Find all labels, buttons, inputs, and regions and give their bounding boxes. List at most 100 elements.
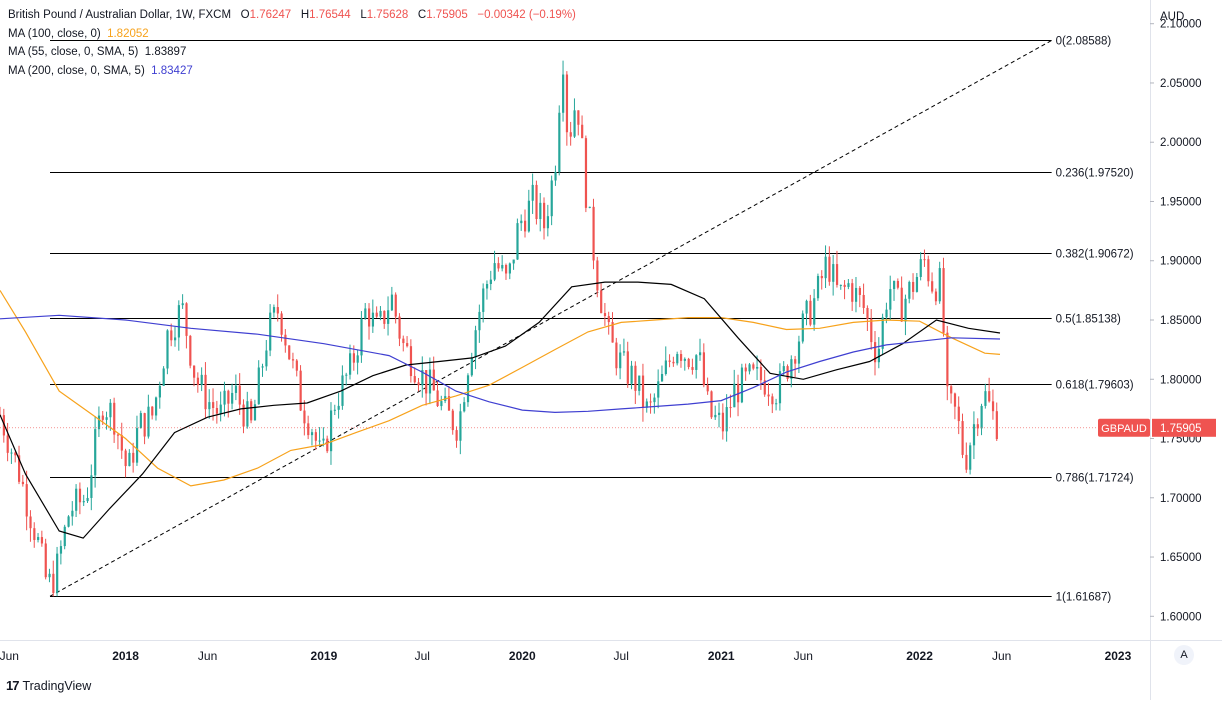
candle-body (375, 312, 378, 317)
y-axis-currency: AUD (1160, 11, 1184, 23)
fib-trend-line (49, 40, 1052, 597)
candle-body (272, 307, 276, 313)
candle-body (482, 288, 485, 312)
brand-name: TradingView (22, 678, 92, 693)
candle-body (904, 298, 907, 322)
candle-body (668, 360, 671, 362)
candle-body (653, 397, 656, 403)
candle-body (775, 403, 778, 405)
candle-body (805, 300, 808, 314)
candle-body (843, 284, 846, 287)
candle-body (984, 391, 987, 406)
candle-body (820, 276, 823, 279)
candle-body (725, 407, 728, 432)
candle-body (957, 406, 960, 422)
candle-body (246, 401, 249, 427)
low-label: L (360, 9, 367, 21)
candle-body (33, 528, 36, 540)
candle-body (337, 405, 340, 410)
candle-body (101, 415, 104, 420)
candle-body (425, 370, 428, 394)
candle-body (569, 132, 572, 137)
indicator-row-ma100[interactable]: MA (100, close, 0) 1.82052 (8, 25, 576, 44)
candle-body (345, 374, 348, 376)
candle-body (706, 385, 709, 392)
candle-body (368, 308, 371, 327)
candle-body (638, 375, 641, 391)
candle-body (52, 573, 55, 593)
candle-body (413, 376, 416, 383)
candle-body (851, 283, 854, 302)
candle-body (124, 450, 127, 467)
x-tick-label: 2023 (1105, 649, 1132, 663)
candle-body (37, 537, 40, 540)
candle-body (771, 396, 774, 405)
candle-body (603, 313, 607, 317)
candle-body (489, 279, 492, 284)
candle-body (577, 110, 580, 125)
candle-body (676, 354, 679, 364)
candle-body (790, 359, 793, 379)
candle-body (154, 397, 158, 416)
open-label: O (240, 9, 250, 21)
close-label: C (417, 9, 427, 21)
candle-body (767, 394, 770, 397)
footer-brand[interactable]: 17 TradingView (6, 678, 91, 693)
auto-scale-button[interactable]: A (1174, 645, 1194, 665)
candle-body (299, 370, 302, 411)
moving-average-line (0, 314, 1001, 414)
candle-body (390, 294, 394, 311)
candle-body (250, 401, 253, 421)
candle-body (649, 401, 652, 403)
candle-body (428, 369, 432, 394)
candle-body (832, 264, 835, 282)
candle-body (242, 404, 245, 427)
candle-body (927, 259, 930, 282)
candle-body (276, 307, 279, 314)
moving-average-line (0, 281, 1001, 539)
candle-body (295, 360, 298, 371)
candle-body (874, 342, 877, 363)
candle-body (976, 424, 979, 429)
candle-body (406, 343, 409, 347)
candle-body (223, 390, 226, 405)
candle-body (740, 367, 744, 403)
candle-body (208, 402, 211, 410)
candle-body (877, 348, 881, 363)
candle-body (870, 319, 873, 343)
candle-body (151, 406, 154, 416)
candle-body (63, 526, 66, 547)
symbol-title[interactable]: British Pound / Australian Dollar, 1W, F… (8, 9, 232, 21)
y-tick-label: 1.70000 (1160, 493, 1202, 505)
indicator-row-ma200[interactable]: MA (200, close, 0, SMA, 5) 1.83427 (8, 62, 576, 81)
y-tick-label: 2.05000 (1160, 78, 1202, 90)
candle-body (531, 184, 534, 201)
x-tick-label: Jun (0, 649, 19, 663)
candle-body (626, 351, 629, 384)
fib-level-label: 0.5(1.85138) (1056, 314, 1121, 326)
candle-body (349, 353, 352, 375)
candle-body (162, 368, 165, 386)
candle-body (219, 404, 222, 414)
y-tick-label: 1.90000 (1160, 256, 1202, 268)
open-value: 1.76247 (249, 9, 292, 21)
candle-body (889, 289, 892, 310)
candle-body (470, 357, 473, 376)
candle-body (459, 411, 462, 441)
indicator-row-ma55[interactable]: MA (55, close, 0, SMA, 5) 1.83897 (8, 43, 576, 62)
candle-body (360, 318, 363, 356)
candle-body (432, 369, 435, 391)
candle-body (615, 342, 618, 369)
high-label: H (300, 9, 310, 21)
candle-body (409, 346, 413, 377)
candle-body (858, 287, 861, 295)
candle-body (466, 375, 470, 403)
candle-body (699, 352, 702, 356)
candle-body (398, 316, 401, 339)
candle-body (181, 303, 184, 306)
candle-body (59, 546, 63, 554)
candle-body (326, 438, 329, 452)
x-tick-label: Jun (992, 649, 1011, 663)
